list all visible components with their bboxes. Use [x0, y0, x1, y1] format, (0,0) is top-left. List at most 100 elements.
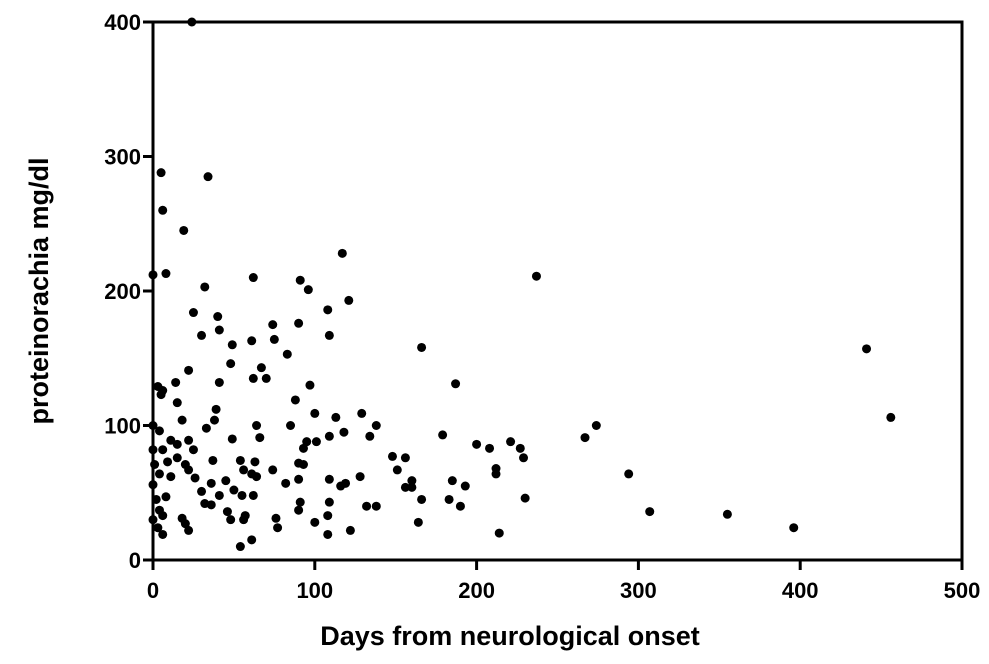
data-point: [197, 486, 207, 496]
data-point: [154, 426, 164, 436]
data-point: [201, 423, 211, 433]
data-point: [305, 380, 315, 390]
data-point: [256, 363, 266, 373]
data-point: [324, 497, 334, 507]
data-point: [200, 282, 210, 292]
y-tick-label: 200: [104, 279, 141, 304]
data-point: [221, 476, 231, 486]
data-point: [311, 437, 321, 447]
data-point: [371, 501, 381, 511]
data-point: [158, 445, 168, 455]
data-point: [172, 398, 182, 408]
data-point: [177, 415, 187, 425]
data-point: [148, 515, 158, 525]
data-point: [188, 445, 198, 455]
data-point: [371, 421, 381, 430]
data-point: [261, 373, 271, 383]
data-point: [485, 443, 495, 453]
data-point: [302, 437, 312, 447]
x-axis-title: Days from neurological onset: [320, 621, 700, 651]
data-point: [447, 476, 457, 486]
data-point: [188, 308, 198, 318]
data-point: [255, 433, 265, 443]
x-tick-label: 200: [458, 578, 495, 603]
data-point: [472, 439, 482, 449]
data-point: [148, 270, 158, 280]
data-point: [531, 271, 541, 281]
data-point: [184, 465, 194, 475]
data-point: [151, 494, 161, 504]
data-point: [455, 501, 465, 511]
data-point: [417, 494, 427, 504]
data-point: [161, 492, 171, 502]
data-point: [237, 490, 247, 500]
data-point: [323, 529, 333, 539]
data-point: [203, 172, 213, 182]
y-tick-label: 100: [104, 414, 141, 439]
data-point: [281, 478, 291, 488]
data-point: [519, 453, 529, 463]
data-point: [214, 325, 224, 335]
data-point: [294, 474, 304, 484]
data-point: [148, 480, 158, 490]
data-point: [172, 453, 182, 463]
data-point: [226, 359, 236, 369]
data-point: [184, 525, 194, 535]
data-point: [209, 415, 219, 425]
data-point: [862, 344, 872, 354]
data-point: [163, 457, 173, 467]
data-point: [148, 445, 158, 455]
x-tick-label: 400: [782, 578, 819, 603]
data-point: [324, 431, 334, 441]
data-point: [226, 515, 236, 525]
data-point: [413, 517, 423, 527]
data-point: [407, 476, 417, 486]
data-point: [247, 535, 257, 545]
data-point: [268, 320, 278, 330]
data-point: [400, 482, 410, 492]
data-point: [150, 460, 160, 470]
data-point: [294, 318, 304, 328]
data-point: [252, 472, 262, 482]
data-point: [323, 511, 333, 521]
data-point: [789, 523, 799, 533]
data-point: [494, 528, 504, 538]
data-point: [591, 421, 601, 430]
x-tick-label: 300: [620, 578, 657, 603]
data-point: [148, 421, 158, 430]
data-point: [187, 17, 197, 27]
data-point: [273, 523, 283, 533]
y-tick-label: 400: [104, 10, 141, 35]
data-point: [298, 460, 308, 470]
data-point: [580, 433, 590, 443]
data-point: [407, 482, 417, 492]
data-point: [310, 408, 320, 418]
data-point: [154, 469, 164, 479]
data-point: [156, 168, 166, 178]
data-point: [206, 500, 216, 510]
data-point: [451, 379, 461, 389]
data-point: [269, 334, 279, 344]
data-point: [290, 395, 300, 405]
data-point: [211, 404, 221, 414]
data-point: [294, 505, 304, 515]
data-point: [184, 435, 194, 445]
plot-frame: [151, 20, 964, 562]
data-point: [624, 469, 634, 479]
data-point: [172, 439, 182, 449]
data-point: [417, 342, 427, 352]
data-point: [179, 225, 189, 235]
data-point: [515, 443, 525, 453]
data-point: [444, 494, 454, 504]
data-point: [158, 529, 168, 539]
data-point: [387, 451, 397, 461]
data-point: [227, 434, 237, 444]
data-point: [886, 412, 896, 422]
data-point: [722, 509, 732, 519]
x-tick-label: 0: [147, 578, 159, 603]
data-point: [208, 455, 218, 465]
x-tick-label: 100: [296, 578, 333, 603]
data-point: [248, 373, 258, 383]
data-point: [229, 485, 239, 495]
